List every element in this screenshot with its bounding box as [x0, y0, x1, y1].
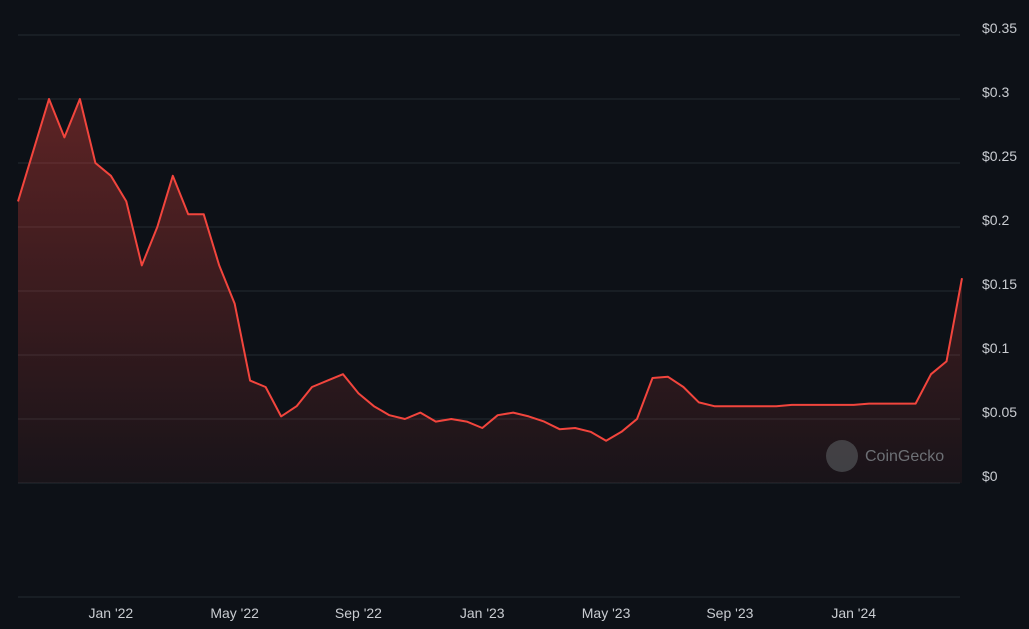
price-line [17, 98, 963, 442]
y-tick-label: $0.3 [982, 84, 1009, 100]
area-fill [18, 99, 962, 483]
y-tick-label: $0.15 [982, 276, 1017, 292]
y-tick-label: $0.05 [982, 404, 1017, 420]
y-tick-label: $0.1 [982, 340, 1009, 356]
x-tick-label: Jan '22 [88, 605, 133, 621]
y-tick-label: $0.35 [982, 20, 1017, 36]
y-tick-label: $0.2 [982, 212, 1009, 228]
x-tick-label: Jan '24 [831, 605, 876, 621]
x-tick-label: Jan '23 [460, 605, 505, 621]
x-tick-label: Sep '22 [335, 605, 382, 621]
y-tick-label: $0.25 [982, 148, 1017, 164]
y-tick-label: $0 [982, 468, 998, 484]
x-tick-label: May '23 [582, 605, 631, 621]
x-tick-label: May '22 [210, 605, 259, 621]
x-tick-label: Sep '23 [706, 605, 753, 621]
watermark: CoinGecko [865, 448, 944, 465]
watermark-logo [826, 440, 858, 472]
